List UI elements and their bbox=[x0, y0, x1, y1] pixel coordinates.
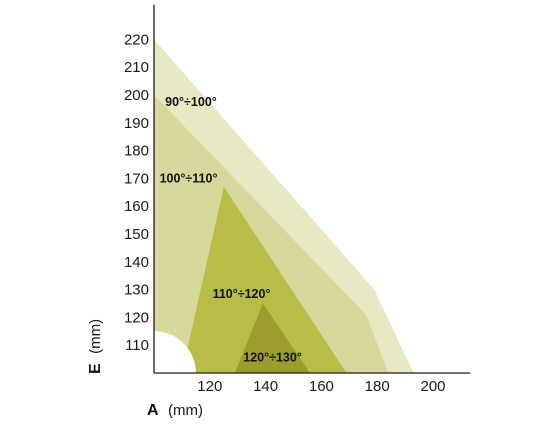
x-axis-title-letter: A bbox=[147, 402, 159, 419]
region-area-4 bbox=[234, 303, 311, 373]
y-tick-label: 170 bbox=[124, 170, 149, 187]
y-tick-label: 180 bbox=[124, 143, 149, 160]
y-tick-labels: 110 120 130 140 150 160 170 180 190 200 210 220 bbox=[124, 31, 149, 354]
y-tick-label: 110 bbox=[125, 337, 149, 354]
y-tick-label: 190 bbox=[124, 115, 149, 132]
x-tick-label: 180 bbox=[365, 378, 390, 395]
region-label-3: 110°÷120° bbox=[213, 287, 271, 301]
x-axis-title: A (mm) bbox=[147, 402, 203, 419]
y-axis-title-letter: E bbox=[87, 363, 104, 374]
y-axis-title-unit: (mm) bbox=[87, 319, 104, 354]
region-label-2: 100°÷110° bbox=[160, 171, 218, 185]
y-tick-label: 130 bbox=[124, 282, 149, 299]
x-axis-title-unit: (mm) bbox=[168, 402, 203, 419]
region-area-3 bbox=[181, 186, 347, 373]
region-label-1: 90°÷100° bbox=[165, 95, 217, 109]
region-label-4: 120°÷130° bbox=[243, 351, 302, 365]
y-tick-label: 140 bbox=[124, 254, 149, 271]
x-tick-label: 120 bbox=[197, 378, 222, 395]
x-tick-label: 160 bbox=[309, 378, 334, 395]
x-tick-label: 200 bbox=[420, 378, 445, 395]
region-labels: 90°÷100° 100°÷110° 110°÷120° 120°÷130° bbox=[160, 95, 302, 365]
x-tick-labels: 120 140 160 180 200 bbox=[197, 378, 445, 395]
axes-layer bbox=[153, 4, 471, 374]
y-tick-label: 200 bbox=[124, 87, 149, 104]
x-tick-label: 140 bbox=[253, 378, 278, 395]
y-tick-label: 150 bbox=[124, 226, 149, 243]
regions-layer bbox=[154, 39, 414, 374]
y-axis-title: E (mm) bbox=[87, 319, 104, 374]
y-tick-label: 120 bbox=[124, 309, 149, 326]
y-tick-label: 160 bbox=[124, 198, 149, 215]
y-tick-label: 220 bbox=[124, 31, 149, 48]
y-tick-label: 210 bbox=[124, 59, 149, 76]
